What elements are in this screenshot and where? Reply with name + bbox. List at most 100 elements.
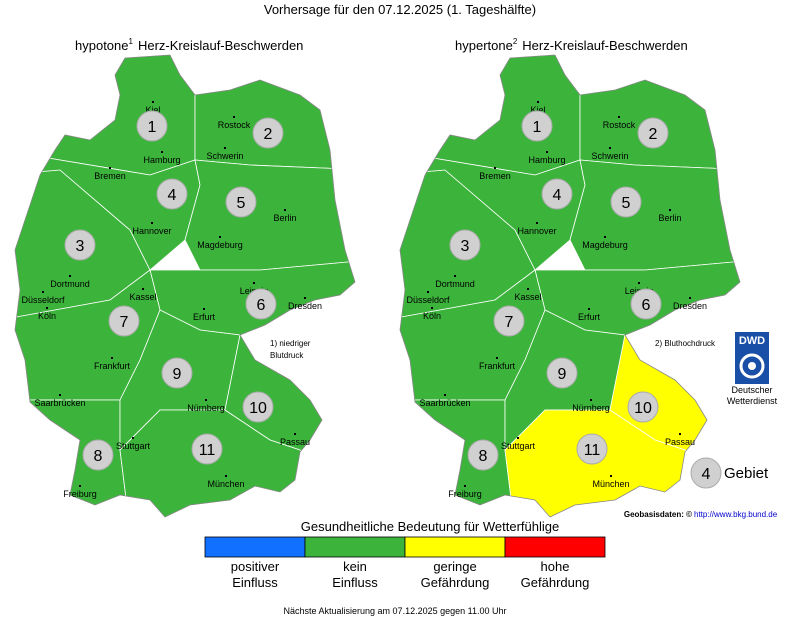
legend-swatch (304, 536, 406, 558)
legend-swatch (504, 536, 606, 558)
legend-label: geringe (433, 559, 476, 574)
city-label: Hamburg (143, 155, 180, 165)
city-label: Kassel (514, 292, 541, 302)
source-label: Geobasisdaten: © (624, 510, 692, 519)
region-number: 4 (553, 187, 562, 204)
city-dot (536, 222, 538, 224)
city-dot (59, 394, 61, 396)
city-dot (132, 437, 134, 439)
logo-name: Deutscher (731, 385, 772, 395)
region-circle (467, 439, 499, 471)
city-label: Stuttgart (116, 441, 151, 451)
city-dot (537, 101, 539, 103)
city-dot (79, 485, 81, 487)
source-url[interactable]: http://www.bkg.bund.de (694, 510, 778, 519)
city-label: Dresden (673, 301, 707, 311)
region-circle (136, 110, 168, 142)
city-label: Bremen (479, 171, 511, 181)
city-dot (427, 291, 429, 293)
city-dot (233, 116, 235, 118)
region-number: 8 (94, 448, 103, 465)
region-number: 6 (642, 297, 651, 314)
city-dot (496, 357, 498, 359)
region-number: 2 (649, 126, 658, 143)
map: hypotone1 Herz-Kreislauf-BeschwerdenKielR… (14, 37, 356, 518)
city-dot (284, 209, 286, 211)
city-label: Köln (423, 311, 441, 321)
city-dot (294, 433, 296, 435)
region-circle (521, 110, 553, 142)
city-dot (454, 275, 456, 277)
city-label: Erfurt (578, 312, 601, 322)
city-label: Saarbrücken (419, 398, 470, 408)
city-label: Dortmund (435, 279, 475, 289)
city-dot (638, 282, 640, 284)
legend-label: Gefährdung (421, 575, 490, 590)
city-label: Stuttgart (501, 441, 536, 451)
region-number: 7 (505, 314, 514, 331)
city-label: Düsseldorf (21, 295, 65, 305)
region-number: 2 (264, 126, 273, 143)
city-label: Rostock (603, 120, 636, 130)
city-label: Berlin (273, 213, 296, 223)
city-label: Kiel (530, 105, 545, 115)
city-dot (46, 307, 48, 309)
region-number: 1 (148, 119, 157, 136)
city-label: Nürnberg (187, 403, 225, 413)
city-dot (151, 222, 153, 224)
region-number: 10 (249, 400, 267, 417)
city-dot (609, 147, 611, 149)
region-circle (225, 186, 257, 218)
dwd-logo: DWD Deutscher Wetterdienst (727, 332, 778, 406)
city-label: Magdeburg (197, 240, 243, 250)
city-dot (610, 475, 612, 477)
region-number: 5 (237, 195, 246, 212)
region-circle (576, 433, 608, 465)
region-circle (156, 178, 188, 210)
city-dot (69, 275, 71, 277)
city-label: Erfurt (193, 312, 216, 322)
city-dot (205, 399, 207, 401)
city-dot (152, 101, 154, 103)
city-dot (203, 308, 205, 310)
city-dot (142, 288, 144, 290)
region-circle (191, 433, 223, 465)
city-label: Passau (280, 437, 310, 447)
region-circle (630, 288, 662, 320)
region-circle (245, 288, 277, 320)
map: hypertone2 Herz-Kreislauf-BeschwerdenKiel… (399, 37, 741, 518)
region-number: 9 (173, 366, 182, 383)
city-label: Hannover (132, 226, 171, 236)
region-number: 4 (168, 187, 177, 204)
area-key-circle (690, 457, 722, 489)
map-sup: 2 (513, 37, 518, 46)
city-label: München (207, 479, 244, 489)
city-label: Hannover (517, 226, 556, 236)
map-note: 1) niedriger (270, 339, 311, 348)
region-number: 10 (634, 400, 652, 417)
region-circle (541, 178, 573, 210)
city-dot (669, 209, 671, 211)
legend-label: positiver (231, 559, 280, 574)
map-note: Blutdruck (270, 351, 304, 360)
city-label: Saarbrücken (34, 398, 85, 408)
region-number: 9 (558, 366, 567, 383)
city-dot (111, 357, 113, 359)
city-dot (689, 297, 691, 299)
footer: Nächste Aktualisierung am 07.12.2025 geg… (284, 606, 507, 616)
region (119, 409, 355, 517)
city-dot (253, 282, 255, 284)
city-label: Berlin (658, 213, 681, 223)
region-circle (610, 186, 642, 218)
legend-label: Einfluss (232, 575, 278, 590)
city-label: Kiel (145, 105, 160, 115)
city-dot (604, 236, 606, 238)
city-dot (431, 307, 433, 309)
city-label: Nürnberg (572, 403, 610, 413)
region-circle (627, 391, 659, 423)
map-sup: 1 (129, 37, 134, 46)
region-circle (546, 357, 578, 389)
legend-swatch (204, 536, 306, 558)
legend-label: kein (343, 559, 367, 574)
region (400, 399, 516, 517)
